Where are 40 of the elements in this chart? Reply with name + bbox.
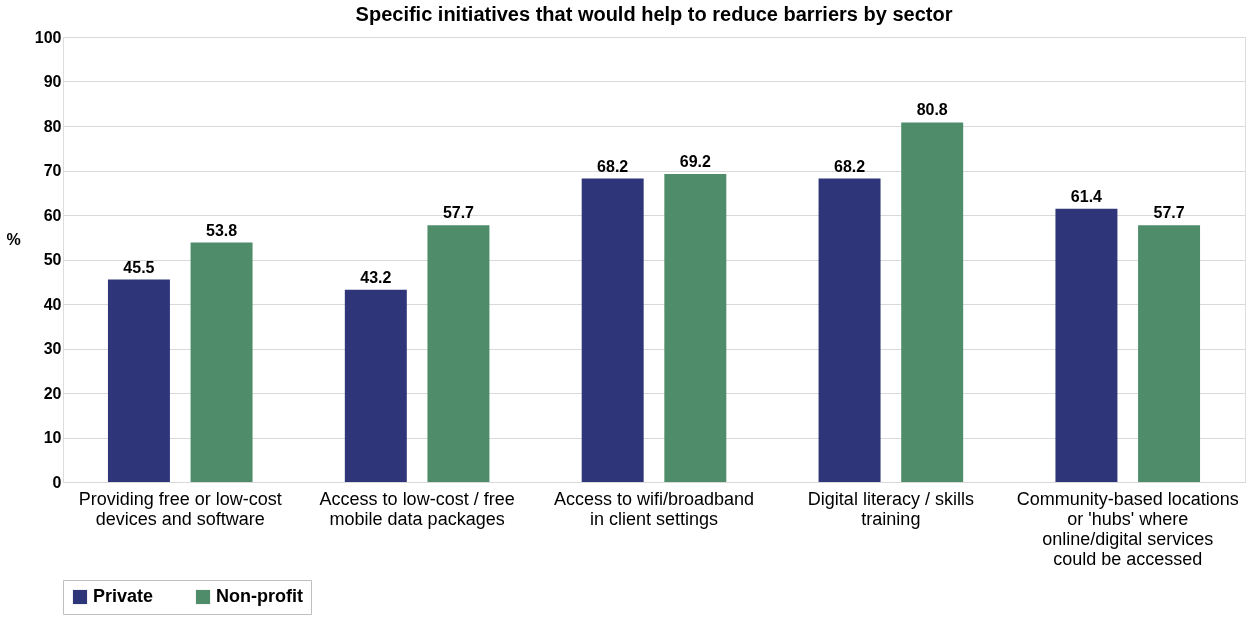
y-tick-label: 50 <box>43 251 62 268</box>
bar <box>1055 208 1118 482</box>
y-tick-label: 80 <box>43 117 62 135</box>
y-tick-label: 90 <box>43 73 62 90</box>
y-tick-label: 10 <box>43 429 62 446</box>
y-tick-label: 0 <box>52 473 62 491</box>
bar <box>581 178 644 482</box>
bar <box>190 242 253 482</box>
data-label: 61.4 <box>1070 187 1103 205</box>
x-tick-label: Providing free or low-cost devices and software <box>78 488 282 529</box>
legend-label: Non-profit <box>216 586 303 606</box>
bar <box>901 122 964 482</box>
y-tick-label: 20 <box>43 384 62 402</box>
data-label: 43.2 <box>360 268 392 286</box>
x-tick-label: Access to wifi/broadband in client settings <box>553 488 755 529</box>
bar <box>664 174 727 482</box>
data-label: 57.7 <box>442 204 475 222</box>
bar <box>818 178 881 482</box>
bar <box>1138 225 1201 482</box>
bar <box>107 279 170 482</box>
y-tick-label: 40 <box>43 295 62 313</box>
x-tick-label: Community-based locations or 'hubs' where online/digital services could be accessed <box>1016 488 1239 569</box>
y-tick-label: 100 <box>34 28 62 46</box>
x-tick-label: Digital literacy / skills training <box>807 488 974 529</box>
data-label: 69.2 <box>679 153 711 171</box>
y-axis-title: % <box>6 230 21 248</box>
bar <box>427 225 490 482</box>
data-label: 45.5 <box>123 258 155 276</box>
y-tick-label: 70 <box>43 162 62 179</box>
bar <box>344 289 407 482</box>
data-label: 53.8 <box>206 221 238 239</box>
legend-label: Private <box>93 586 154 606</box>
data-label: 68.2 <box>833 157 866 175</box>
y-tick-label: 60 <box>43 206 62 224</box>
y-tick-label: 30 <box>43 340 62 357</box>
x-tick-label: Access to low-cost / free mobile data packages <box>319 488 515 529</box>
chart-title: Specific initiatives that would help to reduce barriers by sector <box>355 3 953 25</box>
data-label: 57.7 <box>1153 204 1185 222</box>
data-label: 80.8 <box>916 101 948 119</box>
data-label: 68.2 <box>597 157 629 175</box>
